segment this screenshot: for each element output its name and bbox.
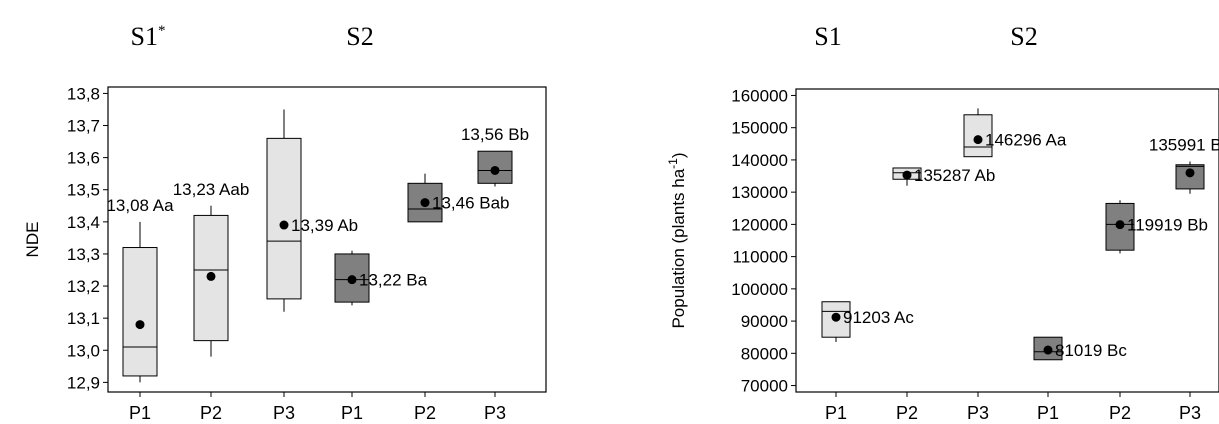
y-axis-label-end: ): [669, 152, 688, 158]
mean-label: 13,23 Aab: [173, 180, 250, 199]
x-tick-label: P3: [273, 403, 295, 423]
x-tick-label: P2: [200, 403, 222, 423]
y-tick-label: 13,0: [67, 341, 100, 360]
y-tick-label: 70000: [741, 377, 788, 396]
y-tick-label: 13,3: [67, 245, 100, 264]
mean-label: 119919 Bb: [1127, 216, 1208, 235]
box-s2-p1: 13,22 Ba: [334, 250, 428, 306]
group-title: S2: [1010, 22, 1037, 51]
y-tick-label: 13,8: [67, 84, 100, 103]
box-s1-p3: 13,39 Ab: [266, 109, 358, 312]
population-panel: S1 S2 70000 80000 90000 100000 110000 120000 130…: [666, 22, 1219, 423]
box-s1-p1: 91203 Ac: [821, 301, 914, 343]
box-s2-p2: 119919 Bb: [1105, 200, 1208, 254]
y-tick-label: 12,9: [67, 373, 100, 392]
mean-label: 91203 Ac: [843, 308, 914, 327]
x-tick-label: P3: [484, 403, 506, 423]
x-tick-label: P2: [1109, 403, 1131, 423]
mean-label: 13,22 Ba: [359, 271, 428, 290]
box-s1-p1: 13,08 Aa: [106, 196, 174, 383]
mean-point: [831, 312, 841, 322]
mean-label: 81019 Bc: [1055, 341, 1127, 360]
y-tick-label: 140000: [731, 151, 788, 170]
y-tick-label: 100000: [731, 280, 788, 299]
y-tick-label: 13,5: [67, 181, 100, 200]
y-tick-label: 80000: [741, 344, 788, 363]
box-s1-p3: 146296 Aa: [963, 108, 1067, 158]
mean-label: 13,39 Ab: [291, 216, 358, 235]
mean-point: [973, 135, 983, 145]
box-s2-p1: 81019 Bc: [1033, 336, 1127, 361]
y-tick-label: 90000: [741, 312, 788, 331]
mean-point: [347, 275, 357, 285]
x-tick-label: P3: [1179, 403, 1201, 423]
box-s1-p2: 135287 Ab: [892, 166, 995, 186]
mean-point: [902, 170, 912, 180]
mean-point: [135, 320, 145, 330]
box-s2-p2: 13,46 Bab: [407, 173, 510, 223]
mean-label: 13,08 Aa: [106, 196, 174, 215]
mean-point: [279, 220, 289, 230]
y-tick-label: 160000: [731, 86, 788, 105]
plot-frame: [795, 88, 1219, 393]
box-s1-p2: 13,23 Aab: [173, 180, 250, 357]
group-title: S2: [346, 22, 373, 51]
y-axis-label: Population (plants ha-1): [666, 152, 688, 328]
y-tick-label: 150000: [731, 119, 788, 138]
y-tick-label: 13,7: [67, 117, 100, 136]
mean-point: [490, 165, 500, 175]
y-tick-label: 13,4: [67, 213, 100, 232]
y-tick-label: 13,1: [67, 309, 100, 328]
y-tick-label: 130000: [731, 183, 788, 202]
box-iqr: [122, 247, 158, 377]
x-tick-label: P1: [129, 403, 151, 423]
y-tick-label: 13,6: [67, 149, 100, 168]
mean-point: [1185, 168, 1195, 178]
mean-point: [1043, 345, 1053, 355]
mean-label: 135287 Ab: [914, 166, 995, 185]
x-tick-label: P1: [1037, 403, 1059, 423]
box-s2-p3: 13,56 Bb: [461, 125, 529, 187]
mean-point: [420, 198, 430, 208]
mean-label: 135991 Ba: [1149, 136, 1219, 155]
box-s2-p3: 135991 Ba: [1149, 136, 1219, 194]
plot-frame: [107, 86, 547, 393]
y-axis-label-sup: -1: [666, 158, 680, 169]
group-title: S1: [814, 22, 841, 51]
y-tick-label: 13,2: [67, 277, 100, 296]
mean-label: 13,56 Bb: [461, 125, 529, 144]
group-title: S1*: [131, 22, 166, 51]
mean-point: [206, 271, 216, 281]
mean-label: 146296 Aa: [985, 131, 1067, 150]
x-tick-label: P1: [341, 403, 363, 423]
y-tick-label: 110000: [733, 248, 788, 267]
y-axis-label: NDE: [23, 222, 42, 258]
x-tick-label: P2: [414, 403, 436, 423]
x-tick-label: P1: [825, 403, 847, 423]
nde-panel: S1* S2 12,9 13,0 13,1 13,2 13,3 13,4 13,5 13,6 13,…: [23, 22, 547, 423]
group-title-marker: *: [158, 23, 166, 39]
x-tick-label: P2: [896, 403, 918, 423]
mean-label: 13,46 Bab: [432, 194, 510, 213]
x-tick-label: P3: [967, 403, 989, 423]
box-iqr: [266, 137, 302, 300]
y-tick-label: 120000: [731, 215, 788, 234]
mean-point: [1115, 220, 1125, 230]
